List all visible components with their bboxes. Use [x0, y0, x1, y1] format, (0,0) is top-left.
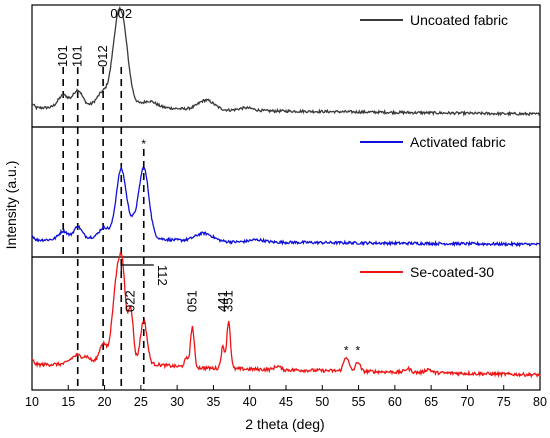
x-tick-label: 45	[279, 395, 293, 409]
series-line-0	[31, 6, 540, 117]
peak-star: *	[141, 137, 146, 151]
peak-label: 101	[55, 45, 70, 67]
peak-label: 101	[70, 45, 85, 67]
x-tick-label: 10	[25, 395, 39, 409]
x-tick-label: 30	[170, 395, 184, 409]
legend-label: Se-coated-30	[410, 264, 494, 280]
peak-star: *	[356, 344, 361, 358]
peak-label: 012	[95, 45, 110, 67]
peak-star: *	[344, 344, 349, 358]
peak-label: 112	[155, 265, 170, 286]
x-tick-label: 50	[315, 395, 329, 409]
legend-label: Activated fabric	[410, 134, 506, 150]
x-tick-label: 65	[424, 395, 438, 409]
x-tick-label: 70	[460, 395, 474, 409]
peak-label: 002	[110, 6, 132, 21]
x-tick-label: 60	[388, 395, 402, 409]
peak-label: 441	[215, 290, 230, 312]
x-tick-label: 35	[206, 395, 220, 409]
x-tick-label: 40	[243, 395, 257, 409]
x-tick-label: 55	[352, 395, 366, 409]
x-tick-label: 75	[497, 395, 511, 409]
x-axis-label: 2 theta (deg)	[245, 416, 324, 432]
x-tick-label: 80	[533, 395, 547, 409]
peak-label: 022	[123, 290, 138, 312]
peak-label: 351	[221, 290, 236, 312]
x-axis-layer: 10 15 20 25 30 35 40 45 50 55 60 65 70 75 80	[25, 385, 547, 409]
x-tick-label: 25	[134, 395, 148, 409]
x-tick-label: 20	[98, 395, 112, 409]
legend-label: Uncoated fabric	[410, 12, 508, 28]
x-tick-label: 15	[61, 395, 75, 409]
y-axis-label: Intensity (a.u.)	[3, 161, 19, 250]
series-line-1	[31, 165, 541, 248]
legend-layer: Uncoated fabric Activated fabric Se-coated…	[360, 12, 508, 280]
series-lines-layer	[31, 6, 541, 379]
series-line-2	[31, 251, 541, 379]
peak-label: 051	[184, 290, 199, 312]
